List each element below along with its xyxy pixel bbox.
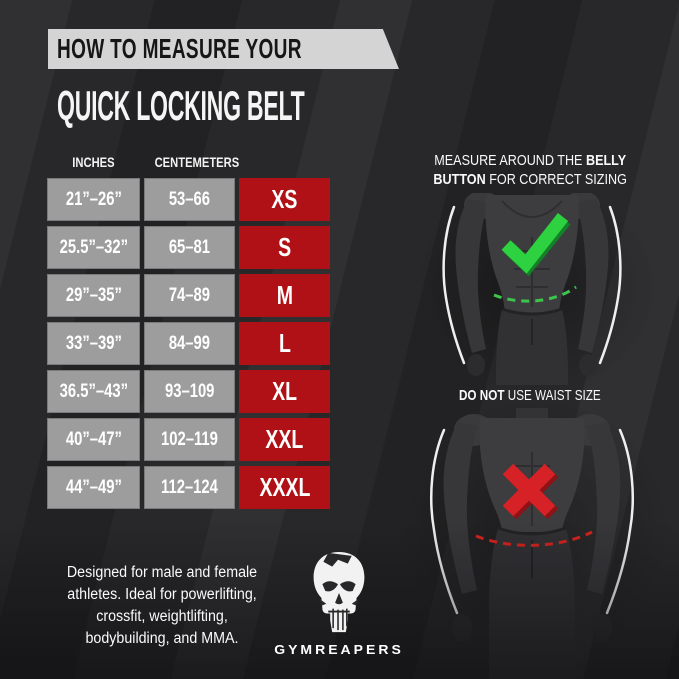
belly-measure-line (493, 285, 577, 303)
size-cell: XXL (239, 418, 330, 461)
cm-cell: 74–89 (144, 274, 235, 317)
cm-cell: 112–124 (144, 466, 235, 509)
brand-wordmark: GYMREAPERS (274, 641, 404, 657)
donot-instruction: DO NOT USE WAIST SIZE (415, 387, 645, 404)
cm-cell: 65–81 (144, 226, 235, 269)
red-x-icon (502, 463, 556, 517)
column-header-centimeters: CENTEMETERS (154, 154, 240, 170)
inches-cell: 21”–26” (47, 178, 140, 221)
donot-text-bold: DO NOT (459, 387, 505, 404)
page-title: QUICK LOCKING BELT (57, 82, 305, 129)
size-cell: XL (239, 370, 330, 413)
inches-cell: 44”–49” (47, 466, 140, 509)
description-line: bodybuilding, and MMA. (85, 630, 239, 647)
inches-cell: 29”–35” (47, 274, 140, 317)
inches-cell: 36.5”–43” (47, 370, 140, 413)
measure-text-regular: MEASURE AROUND THE (434, 152, 586, 169)
description-line: Designed for male and female (66, 564, 258, 581)
description-line: crossfit, weightlifting, (96, 608, 228, 625)
size-table: 21”–26” 53–66 XS 25.5”–32” 65–81 S 29”–3… (47, 178, 330, 509)
green-check-icon (501, 212, 569, 274)
brand-logo: GYMREAPERS (272, 550, 406, 657)
measure-text-bold: BUTTON (433, 171, 486, 188)
size-cell: M (239, 274, 330, 317)
torso-belly-illustration (442, 193, 622, 385)
cm-cell: 53–66 (144, 178, 235, 221)
sketch-outline-right (598, 205, 622, 365)
size-cell: XXXL (239, 466, 330, 509)
measure-text-regular: FOR CORRECT SIZING (485, 171, 627, 188)
inches-cell: 40”–47” (47, 418, 140, 461)
column-header-inches: INCHES (72, 154, 115, 170)
inches-cell: 33”–39” (47, 322, 140, 365)
measure-text-bold: BELLY (585, 152, 626, 169)
kicker-text: HOW TO MEASURE YOUR (57, 33, 302, 64)
size-cell: S (239, 226, 330, 269)
sketch-outline-left (442, 205, 466, 365)
donot-text-regular: USE WAIST SIZE (504, 387, 601, 404)
cm-cell: 93–109 (144, 370, 235, 413)
size-cell: L (239, 322, 330, 365)
description-line: athletes. Ideal for powerlifting, (67, 586, 257, 603)
measure-instruction: MEASURE AROUND THE BELLY BUTTON FOR CORR… (415, 151, 645, 189)
cm-cell: 102–119 (144, 418, 235, 461)
size-cell: XS (239, 178, 330, 221)
kicker-banner: HOW TO MEASURE YOUR (48, 29, 399, 69)
inches-cell: 25.5”–32” (47, 226, 140, 269)
product-description: Designed for male and female athletes. I… (36, 562, 288, 650)
skull-icon (313, 551, 365, 633)
cm-cell: 84–99 (144, 322, 235, 365)
